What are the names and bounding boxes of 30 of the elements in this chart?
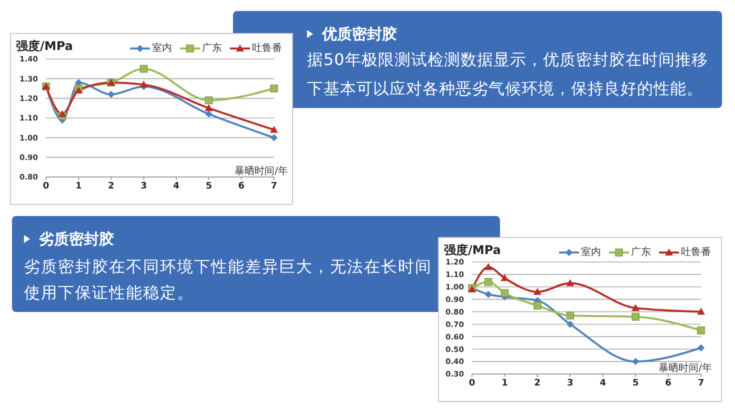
x-tick-label: 1: [75, 181, 82, 192]
x-tick-label: 5: [206, 181, 212, 192]
x-tick-label: 1: [502, 378, 508, 388]
legend-label: 吐鲁番: [252, 42, 282, 55]
x-tick-label: 2: [108, 181, 114, 192]
y-axis-title: 强度/MPa: [444, 242, 501, 258]
text: 劣质密封胶在不同环境下性能差异巨大，无法在长时间使用下保证性能稳定。: [24, 256, 433, 304]
legend-label: 室内: [581, 246, 601, 259]
x-tick-label: 3: [140, 181, 147, 192]
text: 优质密封胶: [322, 24, 397, 44]
x-tick-label: 2: [534, 378, 541, 388]
x-tick-label: 7: [698, 378, 704, 388]
x-tick-label: 0: [42, 181, 50, 192]
text: 据50年极限测试检测数据显示，优质密封胶在时间推移下基本可以应对各种恶劣气候环境，保持良好的性能。: [307, 49, 709, 100]
x-tick-label: 4: [173, 181, 180, 192]
x-tick-label: 4: [600, 378, 606, 388]
text: 劣质密封胶: [39, 230, 114, 248]
x-tick-label: 6: [665, 378, 672, 388]
x-tick-label: 0: [468, 378, 476, 388]
x-axis-title: 暴晒时间/年: [658, 362, 712, 375]
legend-label: 室内: [152, 42, 172, 55]
x-tick-label: 6: [238, 181, 245, 192]
legend-label: 广东: [202, 42, 222, 55]
x-tick-label: 5: [632, 378, 639, 388]
x-axis-title: 暴晒时间/年: [234, 164, 288, 178]
x-tick-label: 7: [270, 181, 278, 192]
legend-label: 广东: [631, 246, 651, 259]
x-tick-label: 3: [567, 378, 574, 388]
legend-label: 吐鲁番: [681, 246, 711, 259]
y-axis-title: 强度/MPa: [16, 38, 73, 55]
